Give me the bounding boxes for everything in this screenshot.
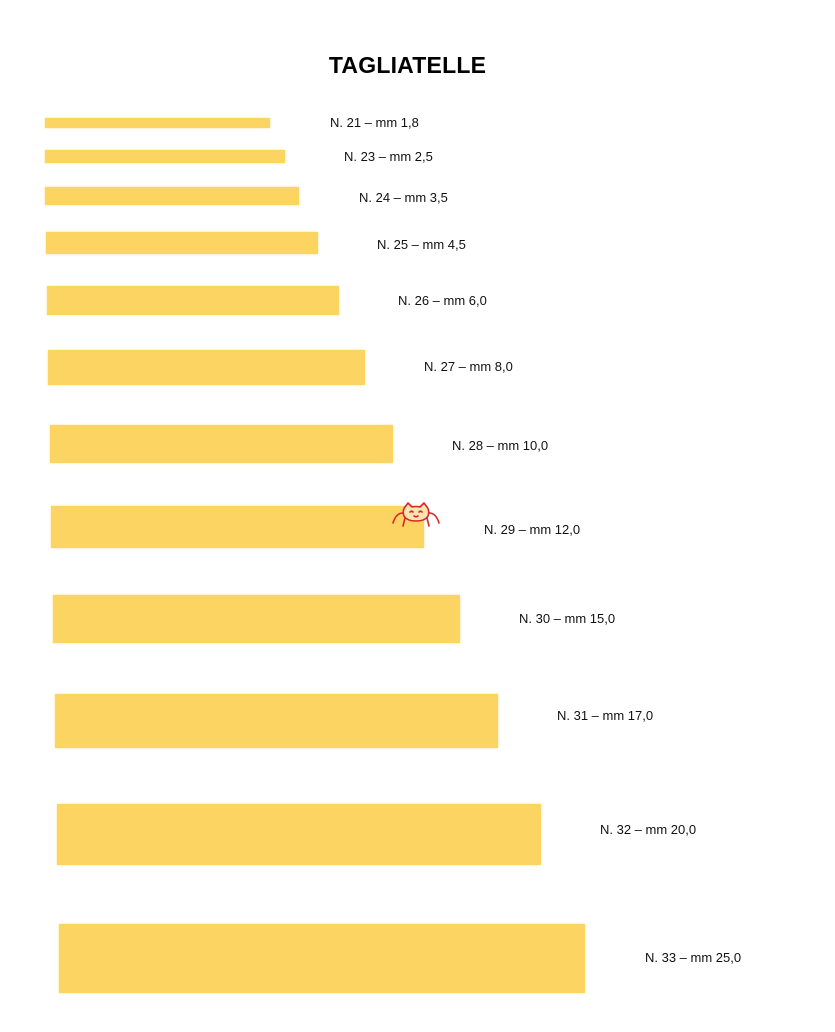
pasta-strip-n26 [47, 286, 339, 315]
size-label-n28: N. 28 – mm 10,0 [452, 438, 549, 453]
page-title: TAGLIATELLE [328, 52, 487, 78]
pasta-strip-n28 [50, 425, 393, 463]
size-label-n33: N. 33 – mm 25,0 [645, 950, 742, 965]
pasta-strip-n24 [45, 187, 299, 205]
pasta-strip-n21 [45, 118, 270, 128]
pasta-strip-n30 [53, 595, 460, 643]
size-label-n32: N. 32 – mm 20,0 [600, 822, 697, 837]
pasta-strip-n29 [51, 506, 424, 548]
size-label-n30: N. 30 – mm 15,0 [519, 611, 616, 626]
pasta-strip-n32 [57, 804, 541, 865]
size-label-n31: N. 31 – mm 17,0 [557, 708, 654, 723]
size-label-n24: N. 24 – mm 3,5 [359, 190, 448, 205]
size-label-n29: N. 29 – mm 12,0 [484, 522, 581, 537]
pasta-strip-n27 [48, 350, 365, 385]
size-label-n26: N. 26 – mm 6,0 [398, 293, 487, 308]
size-label-n27: N. 27 – mm 8,0 [424, 359, 513, 374]
size-label-n23: N. 23 – mm 2,5 [344, 149, 433, 164]
cat-face-icon [392, 502, 440, 527]
pasta-strip-n33 [59, 924, 585, 993]
size-label-n25: N. 25 – mm 4,5 [377, 237, 466, 252]
pasta-strip-n25 [46, 232, 318, 254]
size-label-n21: N. 21 – mm 1,8 [330, 115, 419, 130]
pasta-strip-n31 [55, 694, 498, 748]
pasta-strip-n23 [45, 150, 285, 163]
